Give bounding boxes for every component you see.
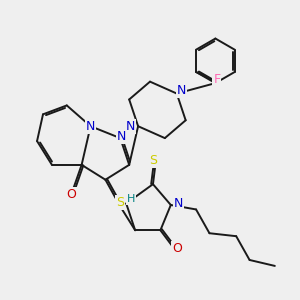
- Text: N: N: [117, 130, 127, 143]
- Text: O: O: [172, 242, 182, 255]
- Text: S: S: [116, 196, 124, 208]
- Text: N: N: [86, 120, 95, 133]
- Text: O: O: [66, 188, 76, 201]
- Text: N: N: [126, 120, 135, 133]
- Text: F: F: [213, 73, 220, 86]
- Text: S: S: [149, 154, 157, 167]
- Text: N: N: [173, 197, 183, 210]
- Text: H: H: [127, 194, 135, 204]
- Text: N: N: [176, 84, 186, 97]
